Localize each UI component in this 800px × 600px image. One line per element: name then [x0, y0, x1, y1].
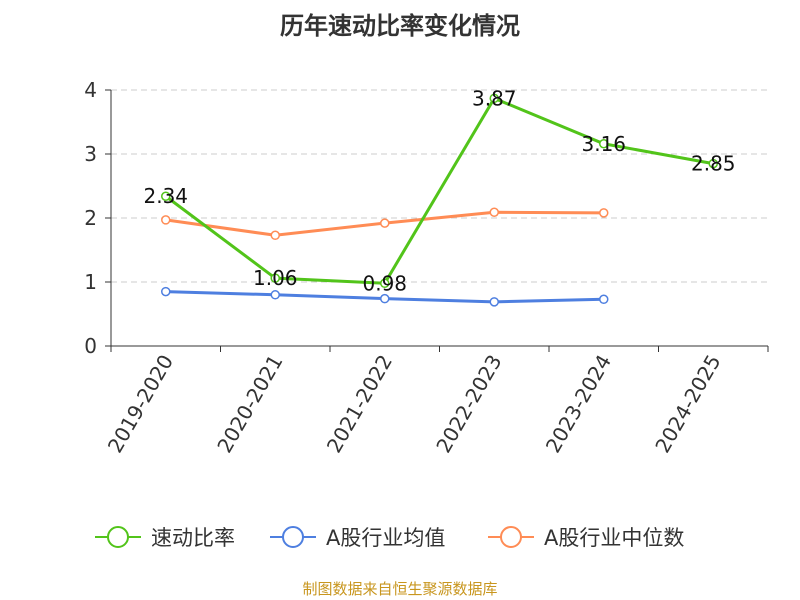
data-label: 3.16	[581, 132, 626, 156]
x-tick-label: 2019-2020	[103, 351, 178, 457]
data-point	[489, 207, 499, 217]
data-point	[270, 290, 280, 300]
legend-marker	[282, 526, 304, 548]
x-tick-label: 2023-2024	[541, 351, 616, 457]
legend-label: A股行业均值	[326, 526, 445, 550]
data-label: 2.85	[691, 152, 736, 176]
data-point	[599, 294, 609, 305]
legend-label: A股行业中位数	[544, 526, 684, 550]
data-point	[599, 139, 609, 149]
legend-label: 速动比率	[151, 526, 235, 550]
data-label: 2.34	[143, 184, 188, 208]
data-point	[489, 93, 499, 104]
data-point	[708, 158, 718, 169]
x-tick-label: 2022-2023	[431, 351, 506, 457]
data-point	[599, 208, 609, 218]
data-point	[270, 273, 280, 283]
series-line	[164, 96, 714, 285]
data-label: 3.87	[472, 86, 517, 110]
y-tick-label: 0	[84, 334, 97, 358]
chart-title: 历年速动比率变化情况	[280, 12, 520, 40]
data-point	[270, 230, 280, 241]
data-point	[161, 286, 171, 297]
data-label: 1.06	[253, 266, 298, 290]
x-tick-label: 2024-2025	[650, 351, 725, 457]
x-tick-label: 2021-2022	[322, 351, 397, 457]
x-tick-label: 2020-2021	[212, 351, 287, 457]
legend-marker	[107, 526, 129, 548]
data-point	[380, 218, 390, 228]
data-point	[161, 215, 171, 225]
data-point	[161, 191, 171, 201]
data-point	[489, 297, 499, 307]
y-tick-label: 1	[84, 270, 97, 294]
data-source: 制图数据来自恒生聚源数据库	[302, 580, 498, 598]
y-tick-label: 4	[84, 78, 97, 102]
y-tick-label: 3	[84, 142, 97, 166]
data-label: 0.98	[362, 271, 407, 295]
data-point	[380, 278, 390, 289]
y-tick-label: 2	[84, 206, 97, 230]
legend-marker	[500, 526, 522, 548]
data-point	[380, 293, 390, 304]
